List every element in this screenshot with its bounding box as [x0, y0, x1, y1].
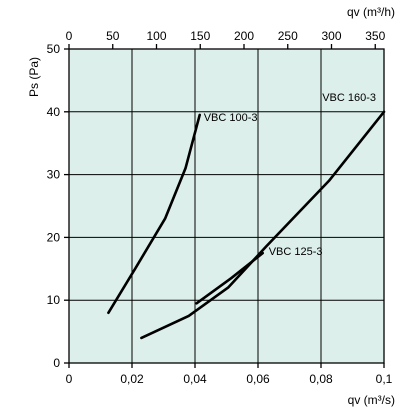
x-axis-title-top: qv (m³/h)	[347, 5, 395, 19]
series-line-3	[140, 110, 386, 340]
y-tick-label: 40	[47, 105, 61, 119]
x-tick-label-top: 100	[146, 29, 166, 43]
plot-frame	[68, 48, 385, 364]
x-tick-label-bottom: 0	[66, 372, 73, 386]
y-tick-label: 20	[47, 230, 61, 244]
x-tick-label-bottom: 0,06	[246, 372, 270, 386]
x-tick-label-top: 0	[66, 29, 73, 43]
x-tick-label-bottom: 0,02	[120, 372, 144, 386]
series-label: VBC 125-3	[269, 246, 323, 258]
y-tick-label: 10	[47, 293, 61, 307]
y-tick-label: 50	[47, 42, 61, 56]
x-tick-label-top: 350	[365, 29, 385, 43]
series-labels: VBC 100-3 VBC 125-3 VBC 160-3	[204, 92, 376, 258]
x-axis-title-bottom: qv (m³/s)	[348, 393, 395, 407]
x-tick-label-top: 200	[234, 29, 254, 43]
series-line-1	[107, 113, 201, 315]
series-label: VBC 100-3	[204, 112, 258, 124]
x-tick-label-bottom: 0,08	[309, 372, 333, 386]
series	[107, 110, 386, 340]
y-axis-title: Ps (Pa)	[27, 57, 41, 97]
series-label: VBC 160-3	[322, 92, 376, 104]
y-tick-label: 0	[53, 356, 60, 370]
y-tick-label: 30	[47, 168, 61, 182]
x-tick-label-bottom: 0,1	[376, 372, 393, 386]
x-tick-label-top: 50	[106, 29, 120, 43]
x-tick-label-top: 300	[321, 29, 341, 43]
plot-area	[69, 49, 384, 363]
x-tick-label-top: 250	[278, 29, 298, 43]
x-tick-label-bottom: 0,04	[183, 372, 207, 386]
axes: 0 0,02 0,04 0,06 0,08 0,10 50 100 150 200 250 300 35…	[47, 29, 393, 386]
x-tick-label-top: 150	[190, 29, 210, 43]
